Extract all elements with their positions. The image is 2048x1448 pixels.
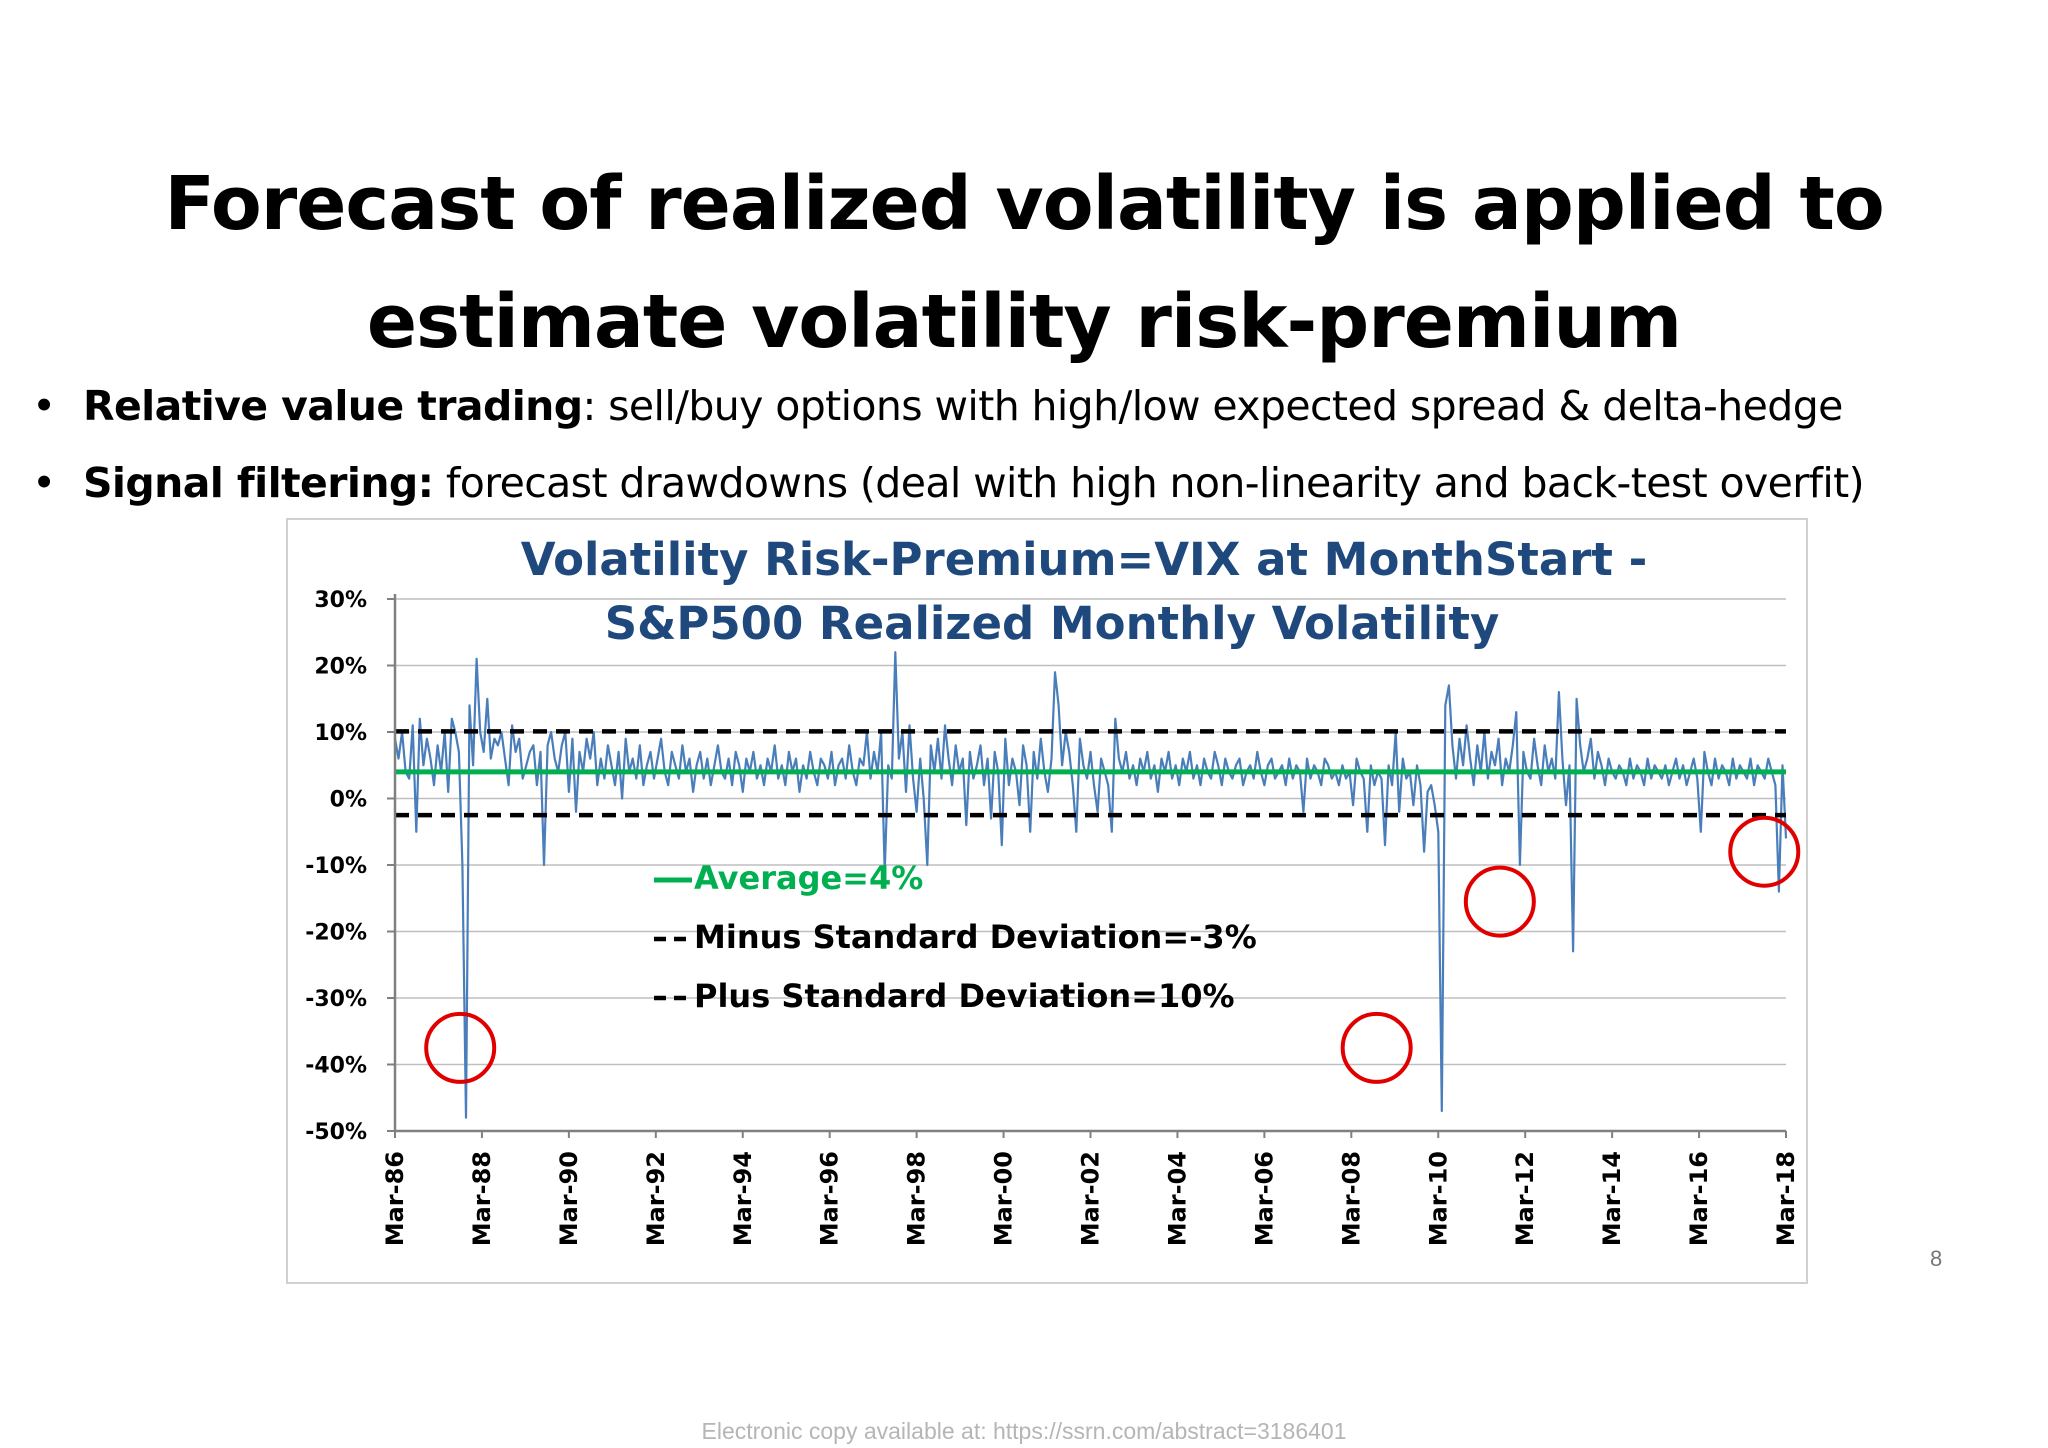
bullet-text: : sell/buy options with high/low expecte… xyxy=(582,382,1844,430)
y-tick-label: -10% xyxy=(305,854,367,879)
annotation-circle-1987 xyxy=(424,1011,497,1084)
x-tick-label: Mar-16 xyxy=(1685,1151,1713,1246)
y-tick-label: -40% xyxy=(305,1054,367,1079)
x-tick-label: Mar-08 xyxy=(1337,1151,1365,1246)
x-tick-label: Mar-88 xyxy=(468,1151,496,1246)
bullet-item: Signal filtering: forecast drawdowns (de… xyxy=(28,445,1865,522)
reference-lines xyxy=(395,729,1786,818)
x-tick-label: Mar-04 xyxy=(1163,1151,1191,1246)
bullet-item: Relative value trading: sell/buy options… xyxy=(28,368,1864,445)
x-tick-label: Mar-94 xyxy=(729,1151,757,1246)
bullet-bold: Relative value trading xyxy=(83,382,583,430)
x-tick-label: Mar-00 xyxy=(990,1151,1018,1246)
slide-title-line-2: estimate volatility risk-premium xyxy=(366,279,1682,365)
chart-title-line-2: S&P500 Realized Monthly Volatility xyxy=(605,597,1500,650)
x-tick-label: Mar-92 xyxy=(642,1151,670,1246)
bullet-bold: Signal filtering: xyxy=(83,459,434,507)
x-tick-label: Mar-98 xyxy=(903,1151,931,1246)
legend-label: Minus Standard Deviation=-3% xyxy=(694,918,1257,956)
x-tick-label: Mar-86 xyxy=(381,1151,409,1246)
page-number: 8 xyxy=(1930,1246,1943,1271)
y-tick-label: 0% xyxy=(330,788,367,813)
x-tick-label: Mar-10 xyxy=(1424,1151,1452,1246)
y-tick-label: -50% xyxy=(305,1120,367,1145)
x-tick-label: Mar-06 xyxy=(1250,1151,1278,1246)
x-tick-label: Mar-90 xyxy=(555,1151,583,1246)
axes: 30% 20% 10% 0% -10% -20% -30% -40% -50% Mar-86 Mar… xyxy=(305,588,1800,1246)
chart-title-line-1: Volatility Risk-Premium=VIX at MonthStar… xyxy=(521,533,1648,586)
slide-title-line-1: Forecast of realized volatility is appli… xyxy=(164,161,1884,247)
x-tick-label: Mar-02 xyxy=(1077,1151,1105,1246)
y-tick-label: 20% xyxy=(314,655,367,680)
legend-label: Average=4% xyxy=(694,859,923,897)
annotation-circle-2017 xyxy=(1728,815,1801,888)
x-tick-label: Mar-18 xyxy=(1772,1151,1800,1246)
chart-frame: 30% 20% 10% 0% -10% -20% -30% -40% -50% Mar-86 Mar… xyxy=(286,518,1808,1284)
annotation-circle-2008 xyxy=(1340,1011,1413,1084)
grid-lines xyxy=(395,598,1786,1132)
legend-label: Plus Standard Deviation=10% xyxy=(694,977,1235,1015)
x-tick-label: Mar-96 xyxy=(816,1151,844,1246)
annotations xyxy=(424,815,1801,1084)
y-tick-label: -30% xyxy=(305,987,367,1012)
bullet-text: forecast drawdowns (deal with high non-l… xyxy=(433,459,1865,507)
x-tick-label: Mar-12 xyxy=(1511,1151,1539,1246)
bullet-list: Relative value trading: sell/buy options… xyxy=(28,368,1865,522)
y-tick-label: -20% xyxy=(305,921,367,946)
footer-text: Electronic copy available at: https://ss… xyxy=(701,1418,1347,1444)
series-line-vrp xyxy=(393,651,1788,1119)
volatility-risk-premium-chart: 30% 20% 10% 0% -10% -20% -30% -40% -50% Mar-86 Mar… xyxy=(305,533,1801,1246)
slide-title: Forecast of realized volatility is appli… xyxy=(0,145,2048,381)
y-tick-label: 10% xyxy=(314,721,367,746)
annotation-circle-2011 xyxy=(1463,865,1536,938)
series-layer xyxy=(393,651,1788,1119)
legend: Average=4% Minus Standard Deviation=-3% Pl… xyxy=(654,859,1257,1015)
y-tick-label: 30% xyxy=(314,588,367,613)
x-tick-label: Mar-14 xyxy=(1598,1151,1626,1246)
